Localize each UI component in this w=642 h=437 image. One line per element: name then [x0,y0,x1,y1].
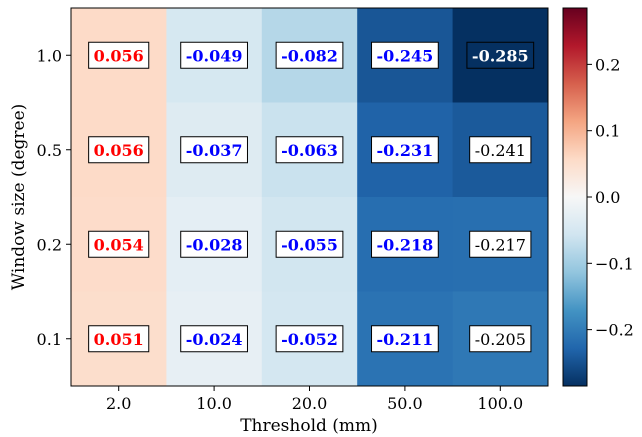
cell-label-box [88,325,150,353]
cell-value-label: 0.051 [94,330,144,349]
colorbar-tick-label: 0.1 [595,122,620,141]
cell-label: -0.285 [466,41,535,69]
cell-label-box [469,230,532,258]
y-tick-label: 1.0 [37,46,62,65]
cell-label: 0.051 [88,325,150,353]
cell-value-label: -0.082 [281,46,338,65]
heatmap-cell [452,8,549,103]
cell-value-label: -0.055 [281,235,338,254]
cell-value-label: -0.024 [186,330,243,349]
colorbar [562,7,588,387]
cell-label-box [275,136,344,164]
cell-value-label: -0.245 [377,46,434,65]
colorbar-ticks: −0.2 −0.1 0.0 0.1 0.2 [587,55,634,340]
colorbar-tick-label: 0.0 [595,188,620,207]
cell-label-box [88,41,150,69]
y-axis-ticks: 1.0 0.5 0.2 0.1 [37,46,71,349]
cell-label: -0.231 [371,136,439,164]
cell-value-label: -0.049 [186,46,243,65]
cell-labels: 0.056 -0.049 -0.082 -0.245 -0.285 0.056 -0.037… [88,41,535,353]
x-axis-ticks: 2.0 10.0 20.0 50.0 100.0 [106,386,523,413]
cell-label-box [275,325,344,353]
cell-label: -0.205 [469,325,532,353]
cell-label-box [466,41,535,69]
cell-label-box [469,136,532,164]
cell-label-box [371,41,439,69]
y-tick-label: 0.1 [37,330,62,349]
cell-label-box [275,41,344,69]
cell-label-box [371,230,439,258]
cell-label: -0.037 [180,136,248,164]
colorbar-tick-label: 0.2 [595,55,620,74]
cell-value-label: -0.217 [475,235,526,254]
x-tick-label: 100.0 [477,394,523,413]
cell-label: 0.056 [88,136,150,164]
cell-value-label: -0.205 [475,330,526,349]
cell-label: -0.049 [180,41,248,69]
cell-value-label: -0.037 [186,141,243,160]
cell-value-label: -0.211 [377,330,434,349]
cell-label-box [180,325,248,353]
cell-label: -0.028 [180,230,248,258]
cell-label: -0.218 [371,230,439,258]
cell-value-label: 0.056 [94,141,144,160]
cell-label-box [88,136,150,164]
cell-label: -0.024 [180,325,248,353]
cell-label: -0.055 [275,230,344,258]
cell-label: -0.063 [275,136,344,164]
cell-label-box [180,230,248,258]
cell-label: -0.052 [275,325,344,353]
y-tick-label: 0.2 [37,235,62,254]
cell-label: -0.241 [469,136,532,164]
cell-label-box [88,230,150,258]
cell-value-label: -0.218 [377,235,434,254]
x-axis-label: Threshold (mm) [240,416,378,436]
cell-value-label: 0.054 [94,235,144,254]
cell-label-box [371,136,439,164]
cell-value-label: -0.231 [377,141,434,160]
x-tick-label: 50.0 [387,394,423,413]
cell-label-box [180,136,248,164]
cell-label: -0.245 [371,41,439,69]
cell-value-label: -0.063 [281,141,338,160]
y-tick-label: 0.5 [37,141,62,160]
cell-label-box [371,325,439,353]
cell-label-box [469,325,532,353]
y-axis-label: Window size (degree) [9,104,29,291]
cell-label: 0.054 [88,230,150,258]
cell-value-label: -0.052 [281,330,338,349]
cell-value-label: 0.056 [94,46,144,65]
colorbar-tick-label: −0.1 [595,254,634,273]
cell-value-label: -0.241 [475,141,526,160]
x-tick-label: 10.0 [196,394,232,413]
cell-label: 0.056 [88,41,150,69]
cell-value-label: -0.285 [472,46,529,65]
colorbar-tick-label: −0.2 [595,321,634,340]
x-tick-label: 20.0 [292,394,328,413]
cell-label: -0.082 [275,41,344,69]
x-tick-label: 2.0 [106,394,131,413]
cell-label: -0.217 [469,230,532,258]
cell-label-box [180,41,248,69]
cell-label-box [275,230,344,258]
cell-label: -0.211 [371,325,439,353]
cell-value-label: -0.028 [186,235,243,254]
